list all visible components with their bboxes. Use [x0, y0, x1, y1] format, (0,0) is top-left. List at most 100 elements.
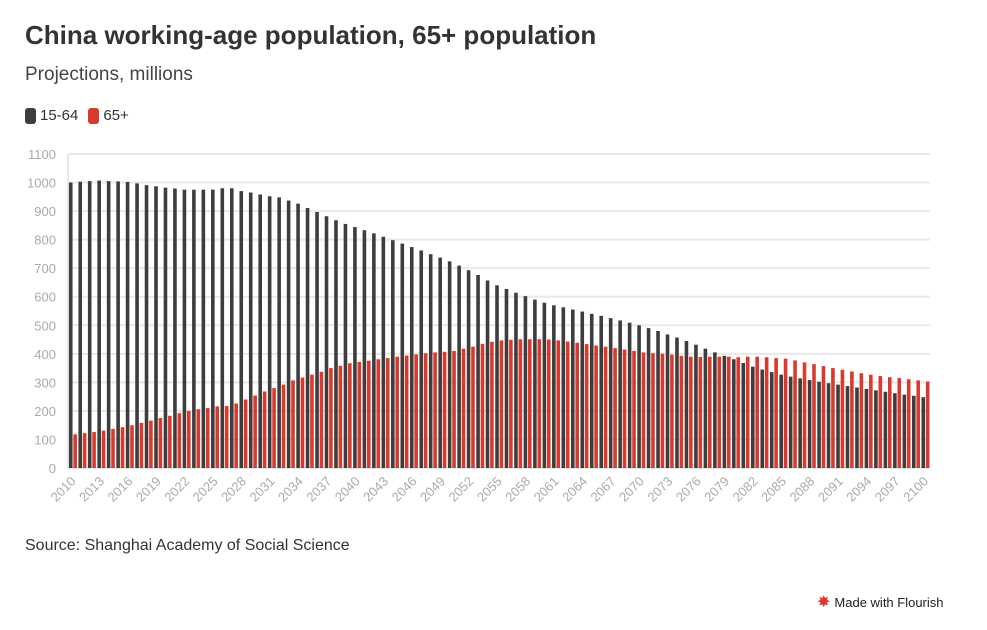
bar-65+-2063 — [575, 342, 579, 468]
bar-15-64-2079 — [722, 355, 727, 468]
bar-15-64-2099 — [912, 395, 916, 468]
y-tick-label: 100 — [34, 432, 56, 447]
bar-65+-2091 — [840, 369, 845, 468]
bar-15-64-2092 — [845, 386, 850, 468]
bar-15-64-2070 — [637, 325, 641, 468]
bar-15-64-2010 — [68, 182, 73, 468]
legend-item-65plus[interactable]: 65+ — [88, 107, 129, 124]
bar-65+-2094 — [869, 374, 873, 468]
bar-65+-2013 — [101, 430, 106, 468]
x-tick-label: 2076 — [673, 474, 704, 505]
bar-15-64-2080 — [732, 359, 736, 468]
chart-subtitle: Projections, millions — [25, 64, 193, 85]
bar-65+-2058 — [528, 339, 532, 468]
y-tick-label: 0 — [49, 461, 56, 476]
bar-15-64-2082 — [750, 366, 755, 468]
x-tick-label: 2064 — [559, 474, 590, 505]
bar-65+-2014 — [111, 428, 115, 468]
x-tick-label: 2070 — [616, 474, 647, 505]
bar-65+-2038 — [338, 365, 343, 468]
bar-65+-2096 — [887, 377, 892, 468]
bar-65+-2078 — [717, 356, 722, 468]
bar-65+-2093 — [859, 373, 864, 468]
x-tick-label: 2025 — [190, 474, 221, 505]
bar-15-64-2056 — [504, 289, 509, 468]
bar-65+-2072 — [660, 353, 665, 468]
bar-15-64-2022 — [182, 189, 187, 468]
bar-65+-2057 — [518, 339, 523, 468]
bar-15-64-2055 — [495, 285, 499, 468]
bar-15-64-2093 — [855, 387, 859, 468]
bar-15-64-2033 — [286, 200, 291, 468]
bar-65+-2075 — [689, 356, 693, 468]
x-tick-label: 2061 — [531, 474, 562, 505]
legend: 15-64 65+ — [25, 107, 133, 124]
bar-65+-2061 — [556, 340, 561, 468]
x-tick-label: 2049 — [417, 474, 448, 505]
chart-title: China working-age population, 65+ popula… — [25, 20, 597, 50]
bar-65+-2084 — [774, 358, 778, 468]
bar-65+-2023 — [196, 409, 201, 468]
bar-15-64-2052 — [466, 270, 471, 468]
bar-15-64-2021 — [173, 188, 177, 469]
bar-65+-2088 — [812, 364, 816, 468]
bar-15-64-2100 — [921, 397, 926, 468]
bar-65+-2016 — [130, 425, 134, 468]
y-tick-label: 400 — [34, 347, 56, 362]
bar-65+-2036 — [319, 371, 324, 468]
bar-65+-2062 — [565, 341, 570, 468]
bar-65+-2060 — [546, 339, 551, 468]
bar-65+-2059 — [537, 339, 542, 468]
legend-item-15-64[interactable]: 15-64 — [25, 107, 78, 124]
bar-15-64-2044 — [391, 240, 395, 468]
x-tick-label: 2013 — [76, 474, 107, 505]
bar-15-64-2094 — [864, 388, 869, 468]
bar-65+-2055 — [499, 340, 504, 468]
bar-65+-2010 — [73, 434, 77, 468]
bar-15-64-2018 — [144, 185, 149, 468]
bar-65+-2099 — [916, 380, 921, 468]
x-tick-label: 2031 — [247, 474, 278, 505]
bar-65+-2034 — [300, 377, 305, 468]
bar-65+-2068 — [622, 349, 627, 468]
bar-65+-2012 — [92, 432, 96, 468]
y-tick-label: 700 — [34, 261, 56, 276]
bar-65+-2030 — [262, 391, 267, 468]
x-tick-label: 2073 — [644, 474, 675, 505]
bar-65+-2031 — [272, 388, 276, 468]
bar-15-64-2081 — [741, 362, 746, 468]
bar-65+-2017 — [139, 422, 144, 468]
bar-65+-2098 — [906, 379, 911, 468]
bar-15-64-2090 — [826, 383, 831, 468]
bar-65+-2039 — [348, 363, 352, 468]
x-tick-label: 2079 — [701, 474, 732, 505]
x-tick-label: 2043 — [360, 474, 391, 505]
x-tick-label: 2022 — [161, 474, 192, 505]
bar-15-64-2016 — [125, 181, 130, 468]
bar-65+-2087 — [802, 362, 807, 468]
bar-15-64-2060 — [542, 302, 547, 468]
y-tick-label: 1000 — [27, 176, 56, 191]
bar-15-64-2035 — [305, 207, 310, 468]
bar-65+-2064 — [584, 344, 589, 468]
x-tick-label: 2094 — [843, 474, 874, 505]
bar-65+-2026 — [224, 406, 229, 468]
flourish-credit[interactable]: ✸ Made with Flourish — [817, 592, 944, 612]
flourish-logo-icon: ✸ — [817, 594, 831, 611]
bar-15-64-2038 — [334, 220, 338, 468]
bar-65+-2027 — [234, 403, 238, 468]
bar-65+-2020 — [168, 415, 172, 468]
x-tick-label: 2088 — [786, 474, 817, 505]
x-tick-label: 2067 — [588, 474, 619, 505]
x-tick-label: 2037 — [303, 474, 334, 505]
bar-65+-2069 — [632, 350, 636, 468]
y-tick-label: 600 — [34, 290, 56, 305]
bar-65+-2029 — [253, 395, 257, 468]
bar-15-64-2053 — [476, 275, 480, 468]
bar-15-64-2013 — [97, 180, 101, 468]
bar-15-64-2041 — [362, 230, 367, 468]
legend-swatch — [25, 107, 36, 124]
bar-65+-2018 — [149, 420, 153, 468]
x-tick-label: 2019 — [133, 474, 164, 505]
bar-65+-2074 — [679, 355, 684, 468]
